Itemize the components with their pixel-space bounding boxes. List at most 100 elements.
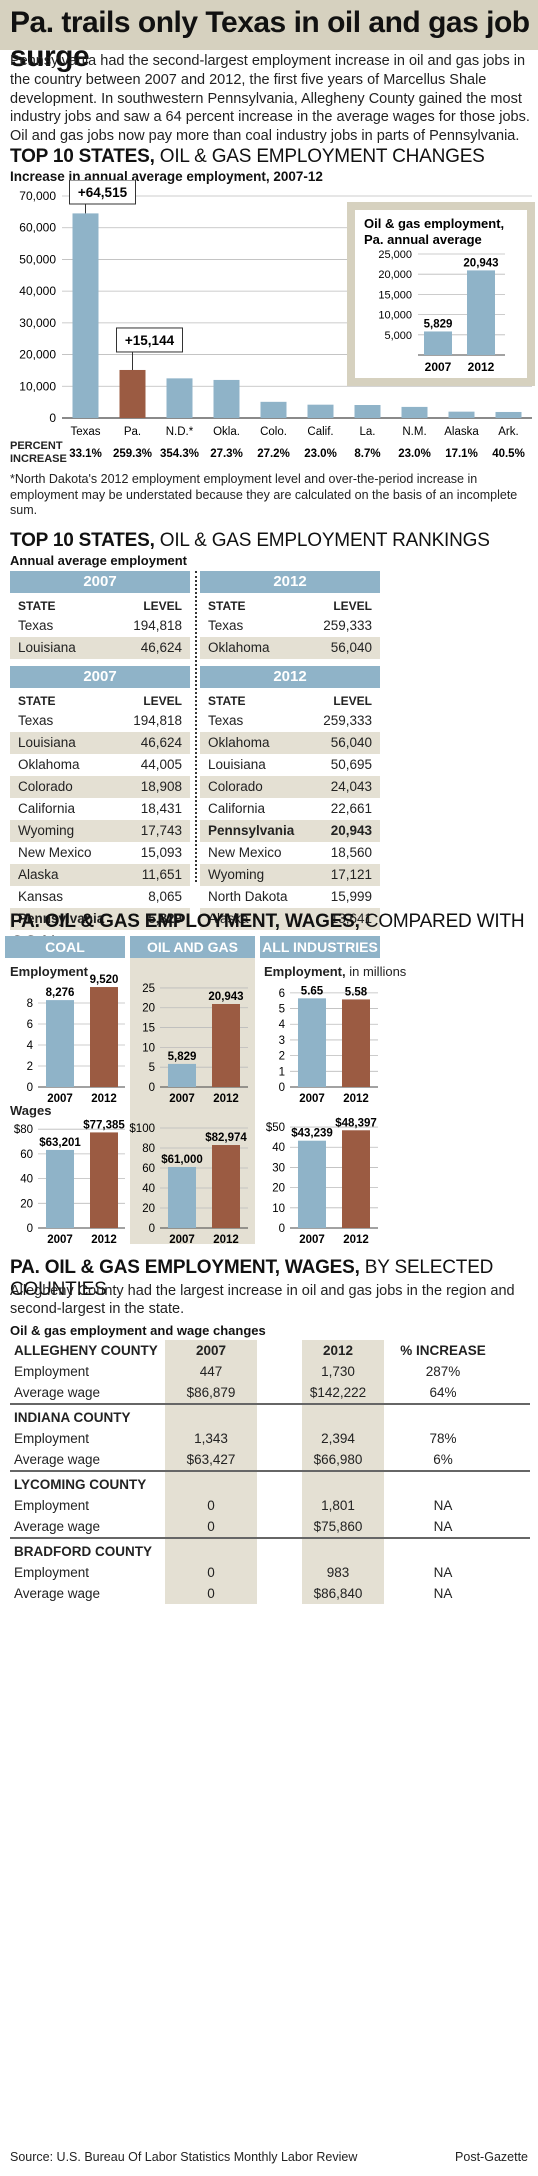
county-header-row: LYCOMING COUNTY [14,1477,147,1492]
bar-okla [213,379,240,418]
comparison-charts: 024688,27620079,520201205101520255,82920… [14,974,378,1246]
county-header-row: ALLEGHENY COUNTY 2007 2012% INCREASE [14,1343,486,1358]
y-tick-label: 4 [279,1019,286,1031]
y-tick-label: 8 [27,998,33,1010]
bar-2012 [90,987,118,1087]
x-tick-label: Pa. [124,426,141,438]
percent-increase-value: 27.3% [210,448,243,460]
bar-2007 [46,1149,74,1228]
bar-2012 [212,1004,240,1087]
x-tick-label: 2012 [343,1234,369,1246]
data-label: 5,829 [168,1051,197,1063]
y-tick-label: 0 [49,411,56,425]
footnote: *North Dakota's 2012 employment employme… [10,472,518,517]
inset-x-tick: 2007 [425,360,452,374]
bar-2012 [90,1132,118,1228]
section2-title: TOP 10 STATES, OIL & GAS EMPLOYMENT RANK… [10,530,490,551]
y-tick-label: 70,000 [19,189,56,203]
table-row: California 18,431 [18,801,182,816]
bar-calif [307,404,334,418]
y-tick-label: 0 [149,1223,155,1235]
x-tick-label: 2007 [169,1093,195,1105]
x-tick-label: 2007 [169,1234,195,1246]
table-row: Alaska 13,641 [200,908,380,930]
table-row: Louisiana 46,624 [10,637,190,659]
bar-ark [495,411,522,418]
y-tick-label: 20 [272,1183,285,1195]
table-year-header: 2012 [200,571,380,593]
percent-increase-value: 259.3% [113,448,152,460]
percent-increase-label: PERCENT INCREASE [10,440,67,465]
inset-y-tick: 15,000 [378,289,412,301]
inset-y-tick: 20,000 [378,269,412,281]
ranking-table-2007-top: 2007 STATE LEVEL Texas 194,818 Louisiana 46,62… [10,571,190,664]
percent-increase-value: 17.1% [445,448,478,460]
x-tick-label: Colo. [260,426,287,438]
table-row: Louisiana 46,624 [10,732,190,754]
county-header-row: BRADFORD COUNTY [14,1544,152,1559]
county-data-row: Employment 447 1,730 287% [14,1364,461,1379]
y-tick-label: 60,000 [19,221,56,235]
y-tick-label: $50 [266,1122,285,1134]
source-note: Source: U.S. Bureau Of Labor Statistics … [10,2150,358,2164]
x-tick-label: 2012 [91,1234,117,1246]
y-tick-label: 6 [279,988,285,1000]
y-tick-label: 4 [27,1040,34,1052]
panel-header-all-industries: ALL INDUSTRIES [260,936,380,958]
county-divider [10,1537,530,1541]
table-divider [195,571,197,882]
data-label: 9,520 [90,974,119,986]
table-row: New Mexico 18,560 [208,845,372,860]
inset-y-tick: 25,000 [378,249,412,261]
bar-2007 [298,998,326,1087]
y-tick-label: 30,000 [19,316,56,330]
y-tick-label: $100 [129,1123,155,1135]
percent-increase-value: 23.0% [398,448,431,460]
employment-label: Employment [10,964,89,979]
table-row: Colorado 24,043 [200,776,380,798]
x-tick-label: 2012 [343,1093,369,1105]
section4-subtitle: Oil & gas employment and wage changes [10,1323,266,1338]
bar-2007 [298,1140,326,1228]
bar-pa [119,369,146,418]
bar-2007 [168,1063,196,1087]
col-2007-bg [165,1340,257,1604]
y-tick-label: 40,000 [19,284,56,298]
table-row: Pennsylvania 20,943 [200,820,380,842]
data-label: $48,397 [335,1117,377,1129]
section4-title: PA. OIL & GAS EMPLOYMENT, WAGES, BY SELE… [10,1257,494,1300]
y-tick-label: 5 [149,1062,155,1074]
y-tick-label: 0 [279,1223,285,1235]
section2-subtitle: Annual average employment [10,553,187,568]
county-data-row: Employment 0 983 NA [14,1565,453,1580]
y-tick-label: 10,000 [19,379,56,393]
y-tick-label: 40 [20,1174,33,1186]
bar-colo [260,401,287,418]
table-column-headers: STATE LEVEL [208,599,372,613]
page-title: Pa. trails only Texas in oil and gas job… [10,6,530,73]
table-row: New Mexico 15,093 [18,845,182,860]
county-data-row: Average wage $63,427 $66,980 6% [14,1452,453,1467]
percent-increase-value: 33.1% [69,448,102,460]
y-tick-label: 50,000 [19,252,56,266]
x-tick-label: 2012 [91,1093,117,1105]
table-row: Colorado 18,908 [10,776,190,798]
y-tick-label: 2 [279,1051,285,1063]
data-label: +64,515 [78,185,128,200]
county-data-row: Average wage $86,879 $142,222 64% [14,1385,457,1400]
y-tick-label: 40 [272,1142,285,1154]
y-tick-label: $80 [14,1124,33,1136]
y-tick-label: 20 [142,1203,155,1215]
inset-y-tick: 5,000 [384,330,412,342]
percent-increase-value: 354.3% [160,448,199,460]
data-label: +15,144 [125,333,175,348]
table-column-headers: STATE LEVEL [18,694,182,708]
y-tick-label: 40 [142,1183,155,1195]
wages-label: Wages [10,1103,52,1118]
inset-x-tick: 2012 [468,360,495,374]
y-tick-label: 60 [142,1163,155,1175]
y-tick-label: 20 [20,1198,33,1210]
table-year-header: 2007 [10,666,190,688]
